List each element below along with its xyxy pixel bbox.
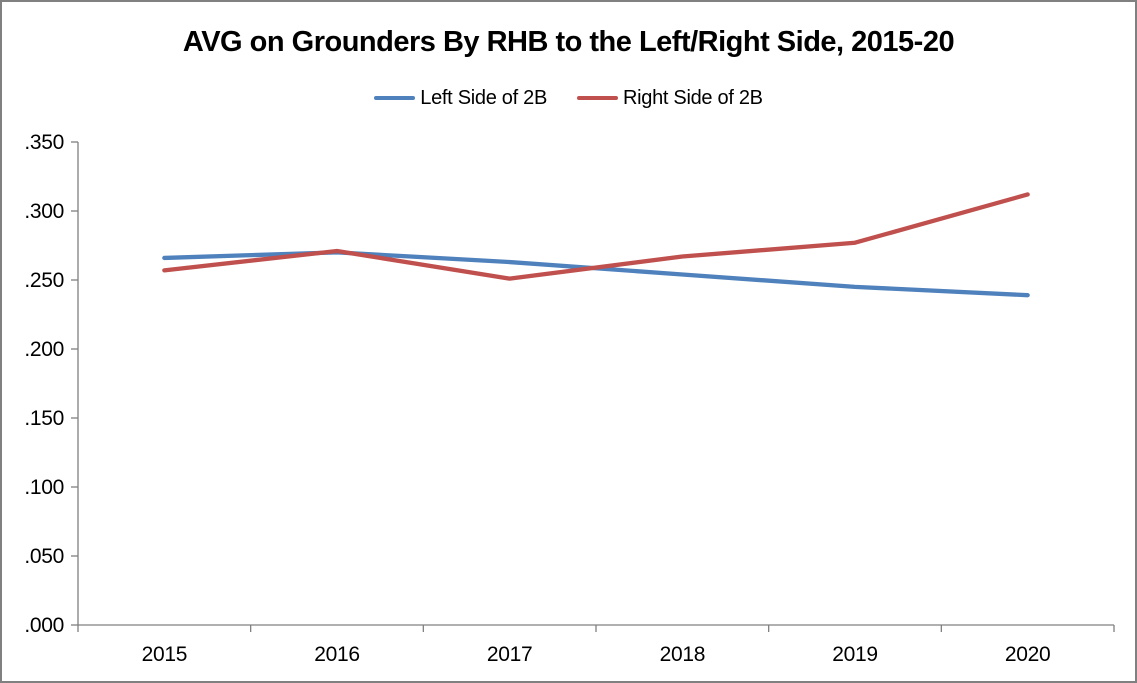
y-axis-tick-label: .350 [24, 131, 64, 154]
y-axis-tick-label: .300 [24, 200, 64, 223]
y-axis-tick-label: .050 [24, 545, 64, 568]
legend-item-right-side-of-2b: Right Side of 2B [576, 86, 763, 110]
x-axis-tick-label: 2016 [314, 643, 360, 666]
x-axis-tick-label: 2019 [832, 643, 878, 666]
y-axis-tick-label: .100 [24, 476, 64, 499]
y-axis-tick-label: .150 [24, 407, 64, 430]
chart-legend: Left Side of 2B Right Side of 2B [2, 85, 1135, 111]
series-line-left-side-of-2b [162, 250, 1030, 298]
chart-title: AVG on Grounders By RHB to the Left/Righ… [182, 26, 955, 58]
series-line-right-side-of-2b [162, 192, 1030, 281]
x-axis-tick-label: 2018 [660, 643, 706, 666]
x-axis-tick-label: 2020 [1005, 643, 1051, 666]
legend-label-right-side-of-2b: Right Side of 2B [622, 86, 763, 109]
y-axis-tick-label: .250 [24, 269, 64, 292]
y-axis-tick-label: .200 [24, 338, 64, 361]
legend-line-swatch-red [576, 96, 618, 100]
legend-item-left-side-of-2b: Left Side of 2B [374, 87, 547, 110]
legend-line-swatch-blue [374, 96, 416, 100]
x-axis-tick-label: 2015 [142, 643, 188, 666]
legend-label-left-side-of-2b: Left Side of 2B [420, 86, 547, 109]
y-axis-tick-label: .000 [24, 614, 64, 637]
x-axis-tick-label: 2017 [487, 643, 533, 666]
